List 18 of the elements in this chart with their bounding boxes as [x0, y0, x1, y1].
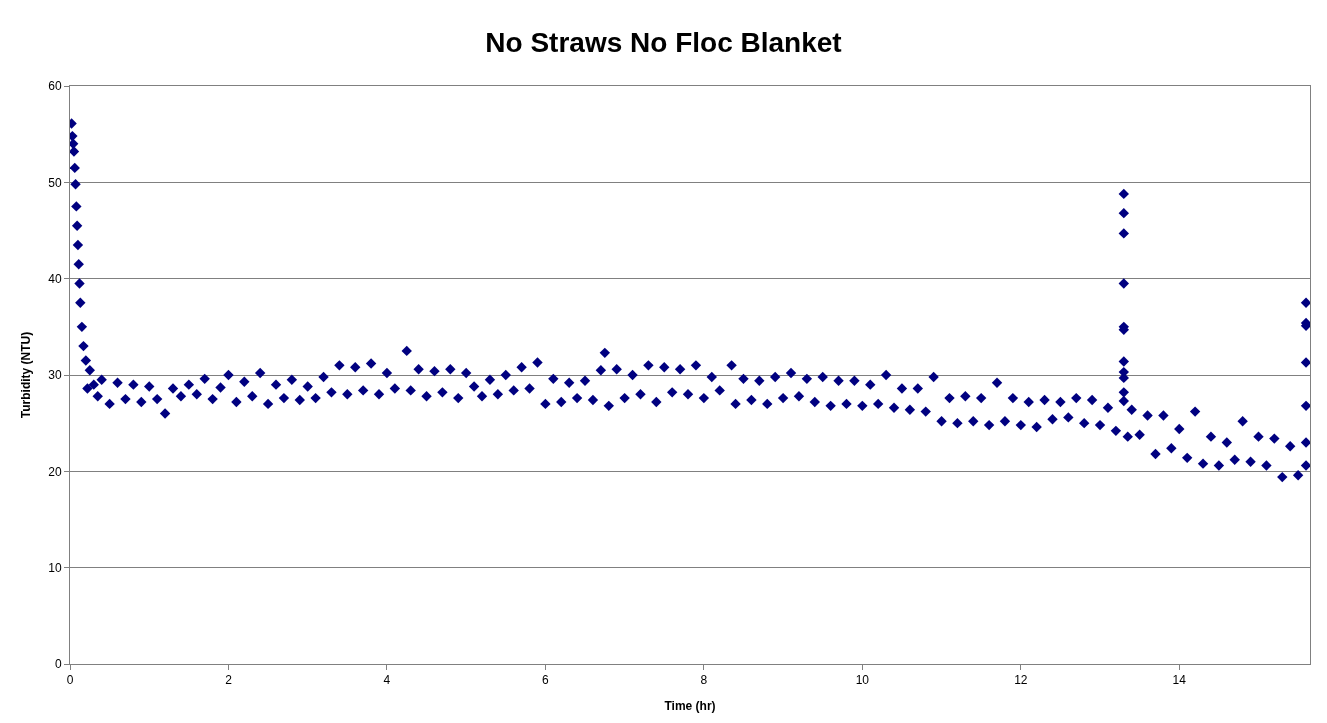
x-tick-label: 8	[700, 673, 708, 688]
x-tick-label: 10	[855, 673, 870, 688]
y-tick-label: 30	[48, 368, 62, 383]
y-tick-label: 10	[48, 560, 62, 575]
y-tick-label: 40	[48, 271, 62, 286]
chart-title: No Straws No Floc Blanket	[485, 27, 842, 59]
x-tick-label: 0	[66, 673, 74, 688]
x-tick-label: 12	[1014, 673, 1028, 688]
y-tick-label: 0	[54, 657, 62, 672]
y-tick-label: 60	[48, 79, 62, 94]
x-tick-label: 6	[542, 673, 550, 688]
x-tick-label: 2	[225, 673, 233, 688]
y-tick-label: 50	[48, 175, 62, 190]
x-tick-label: 14	[1172, 673, 1187, 688]
y-tick-label: 20	[48, 464, 62, 479]
x-axis-title: Time (hr)	[664, 699, 716, 714]
x-tick-label: 4	[383, 673, 391, 688]
y-axis-title: Turbidity (NTU)	[18, 331, 33, 419]
